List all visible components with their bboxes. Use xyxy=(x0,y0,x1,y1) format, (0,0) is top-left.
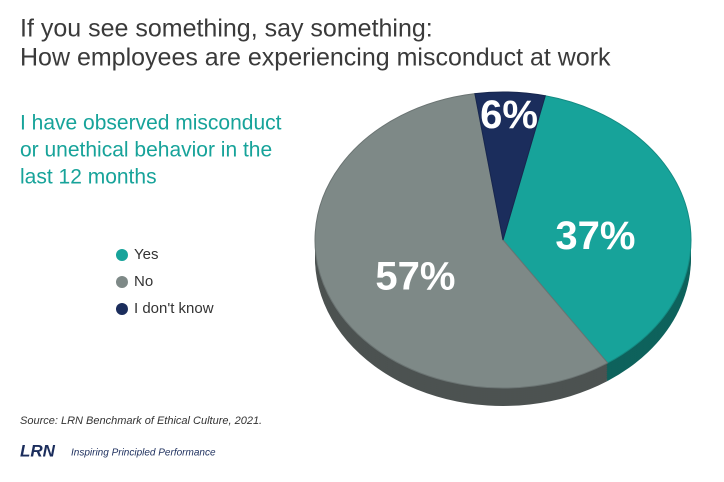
subtitle: last 12 months xyxy=(20,166,157,189)
legend-swatch xyxy=(116,276,128,288)
legend-label: I don't know xyxy=(134,300,214,317)
chart-title: How employees are experiencing misconduc… xyxy=(20,44,611,72)
data-label: 6% xyxy=(480,93,538,137)
chart-title: If you see something, say something: xyxy=(20,15,433,43)
logo: LRN xyxy=(20,441,56,460)
pie: 37% 57% 6% xyxy=(314,91,692,407)
pie-slice xyxy=(474,91,546,241)
pie-slice xyxy=(502,95,692,364)
subtitle: I have observed misconduct xyxy=(20,112,282,135)
tagline: Inspiring Principled Performance xyxy=(71,448,216,459)
data-label: 57% xyxy=(375,254,455,298)
source: Source: LRN Benchmark of Ethical Culture… xyxy=(20,415,262,427)
legend-swatch xyxy=(116,249,128,261)
legend-label: No xyxy=(134,273,153,290)
legend-label: Yes xyxy=(134,246,158,263)
subtitle: or unethical behavior in the xyxy=(20,139,272,162)
pie-slice xyxy=(314,93,609,389)
legend-swatch xyxy=(116,303,128,315)
data-label: 37% xyxy=(555,214,635,258)
